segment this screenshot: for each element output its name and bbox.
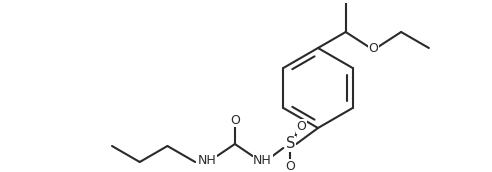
Text: NH: NH xyxy=(253,153,272,166)
Text: O: O xyxy=(230,114,240,126)
Text: O: O xyxy=(341,0,351,3)
Text: NH: NH xyxy=(198,153,216,166)
Text: O: O xyxy=(285,159,295,172)
Text: O: O xyxy=(296,120,306,133)
Text: S: S xyxy=(285,137,295,152)
Text: O: O xyxy=(369,41,378,55)
